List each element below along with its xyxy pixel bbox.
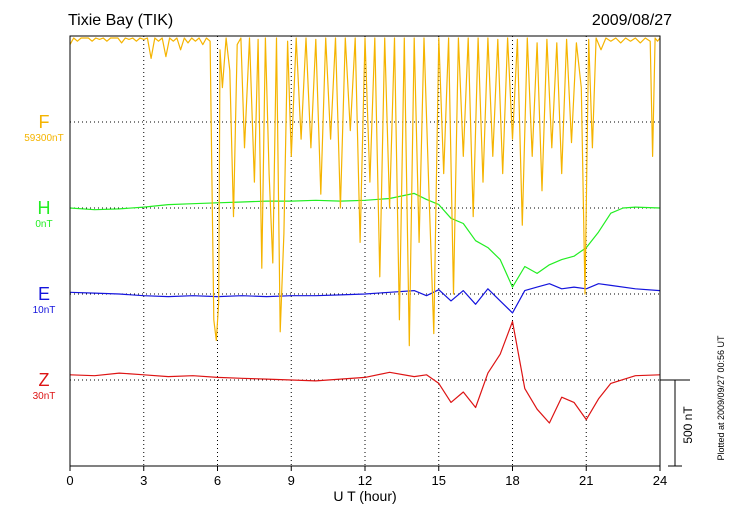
scale-bar bbox=[660, 379, 690, 467]
series-z-line bbox=[69, 320, 661, 424]
series-baseline-z: 30nT bbox=[33, 391, 56, 402]
series-baseline-e: 10nT bbox=[33, 305, 56, 316]
x-tick-label: 3 bbox=[140, 473, 147, 488]
series-h-line bbox=[69, 192, 661, 288]
series-baseline-f: 59300nT bbox=[24, 133, 63, 144]
plot-timestamp: Plotted at 2009/09/27 00:56 UT bbox=[716, 335, 726, 461]
x-ticks: 0 3 6 9 12 15 18 21 24 bbox=[66, 466, 667, 488]
x-tick-label: 18 bbox=[505, 473, 519, 488]
x-tick-label: 21 bbox=[579, 473, 593, 488]
series-name-z: Z bbox=[39, 370, 50, 390]
x-axis-label: U T (hour) bbox=[333, 488, 396, 504]
series-name-e: E bbox=[38, 284, 50, 304]
series-baseline-h: 0nT bbox=[35, 219, 52, 230]
series-name-f: F bbox=[39, 112, 50, 132]
series-traces bbox=[69, 37, 661, 424]
x-tick-label: 15 bbox=[432, 473, 446, 488]
chart-date: 2009/08/27 bbox=[592, 12, 672, 29]
series-f-line bbox=[69, 37, 661, 347]
x-tick-label: 6 bbox=[214, 473, 221, 488]
series-e-line bbox=[69, 283, 661, 314]
x-tick-label: 12 bbox=[358, 473, 372, 488]
series-name-h: H bbox=[38, 198, 51, 218]
chart-title: Tixie Bay (TIK) bbox=[68, 12, 173, 29]
x-tick-label: 9 bbox=[288, 473, 295, 488]
x-tick-label: 0 bbox=[66, 473, 73, 488]
x-tick-label: 24 bbox=[653, 473, 667, 488]
scale-bar-label: 500 nT bbox=[681, 406, 695, 444]
